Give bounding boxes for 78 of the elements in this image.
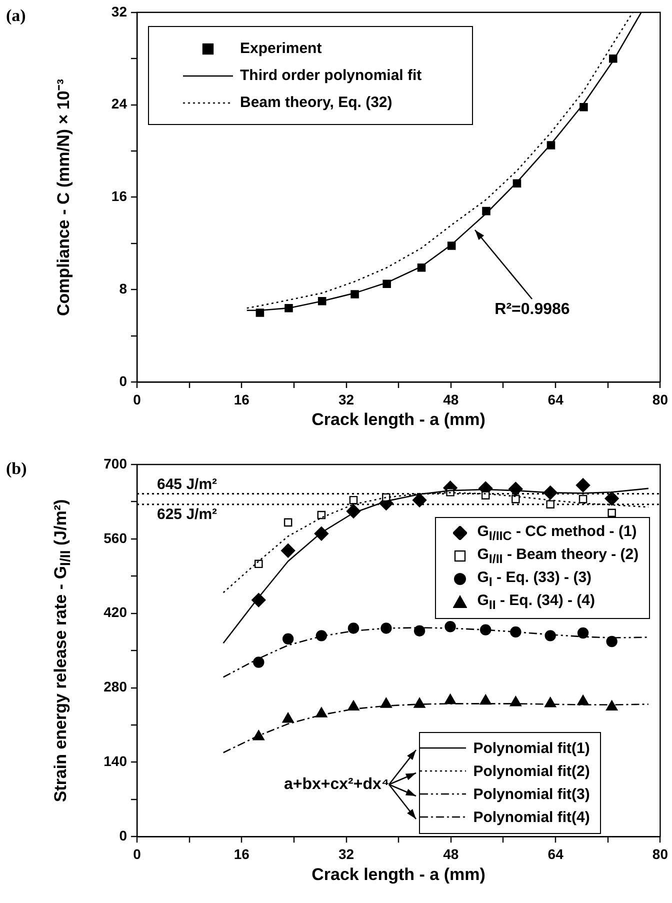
y-tick-label: 560 xyxy=(104,530,128,546)
x-tick-label: 64 xyxy=(548,846,564,862)
point xyxy=(412,493,427,508)
y-tick-label: 420 xyxy=(104,604,128,620)
point xyxy=(444,694,456,704)
point xyxy=(284,518,292,527)
point xyxy=(380,698,392,708)
point xyxy=(348,622,360,634)
point xyxy=(382,280,391,288)
point xyxy=(512,494,520,504)
legend-label: G$_{II}$ - Eq. (34) - (4) xyxy=(477,592,595,612)
point xyxy=(252,730,264,740)
legend-label: Polynomial fit(2) xyxy=(473,762,590,780)
legend-label: Polynomial fit(1) xyxy=(473,740,590,757)
point xyxy=(253,656,264,668)
x-axis-title: Crack length - a (mm) xyxy=(312,864,486,885)
x-tick-label: 80 xyxy=(652,846,668,862)
legend-label: Polynomial fit(3) xyxy=(473,786,590,803)
point xyxy=(414,698,426,708)
text: (a) xyxy=(6,6,26,26)
y-tick-label: 0 xyxy=(119,372,128,389)
x-tick-label: 32 xyxy=(338,391,354,408)
point xyxy=(350,290,359,298)
legend-label: G$_{I/II}$ - Beam theory - (2) xyxy=(477,546,639,566)
point xyxy=(349,496,358,504)
y-tick-label: 16 xyxy=(111,188,128,204)
point xyxy=(282,712,294,723)
y-tick-label: 0 xyxy=(119,827,128,844)
x-tick-label: 0 xyxy=(133,846,142,862)
x-axis-title: Crack length - a (mm) xyxy=(312,410,486,430)
legend-label: G$_{I}$ - Eq. (33) - (3) xyxy=(477,569,592,589)
point xyxy=(608,508,616,518)
x-tick-label: 64 xyxy=(548,391,564,408)
x-tick-label: 48 xyxy=(443,391,459,408)
point xyxy=(510,696,522,706)
point xyxy=(414,625,426,636)
point xyxy=(481,491,490,500)
y-axis-title: Compliance - C (mm/N) × 10⁻³ xyxy=(52,78,74,316)
point xyxy=(282,633,294,644)
legend-label: Third order polynomial fit xyxy=(240,67,422,84)
legend-label: G$_{I/IIC}$ - CC method - (1) xyxy=(477,523,637,543)
ref-line-label: 645 J/m² xyxy=(157,476,218,493)
point xyxy=(576,478,590,492)
y-tick-label: 8 xyxy=(119,280,128,296)
point xyxy=(606,700,618,710)
x-tick-label: 32 xyxy=(338,846,354,862)
point xyxy=(254,560,263,568)
legend-label: Beam theory, Eq. (32) xyxy=(240,94,392,112)
annotation: a+bx+cx²+dx⁴ xyxy=(284,776,390,794)
point xyxy=(604,491,619,506)
point xyxy=(346,504,361,518)
point xyxy=(317,510,326,520)
legend-label: Experiment xyxy=(240,40,322,58)
y-tick-label: 24 xyxy=(111,96,128,112)
legend-label: Polynomial fit(4) xyxy=(473,808,590,826)
x-tick-label: 16 xyxy=(234,846,250,862)
y-tick-label: 280 xyxy=(104,678,128,695)
point xyxy=(348,700,360,710)
annotation: R²=0.9986 xyxy=(494,301,570,320)
point xyxy=(606,636,618,648)
x-tick-label: 16 xyxy=(234,391,250,408)
point xyxy=(544,697,556,708)
ref-line-label: 625 J/m² xyxy=(157,506,218,524)
point xyxy=(578,494,588,504)
point xyxy=(480,624,492,636)
point xyxy=(546,500,554,509)
x-tick-label: 0 xyxy=(133,391,142,408)
x-tick-label: 48 xyxy=(443,846,459,862)
point xyxy=(577,627,589,639)
text: (b) xyxy=(6,458,27,478)
point xyxy=(280,544,296,558)
y-tick-label: 700 xyxy=(104,455,128,472)
point xyxy=(316,707,328,718)
y-tick-label: 32 xyxy=(111,3,128,20)
y-tick-label: 140 xyxy=(104,753,128,770)
x-tick-label: 80 xyxy=(652,391,668,408)
point xyxy=(510,626,522,638)
point xyxy=(316,630,328,642)
